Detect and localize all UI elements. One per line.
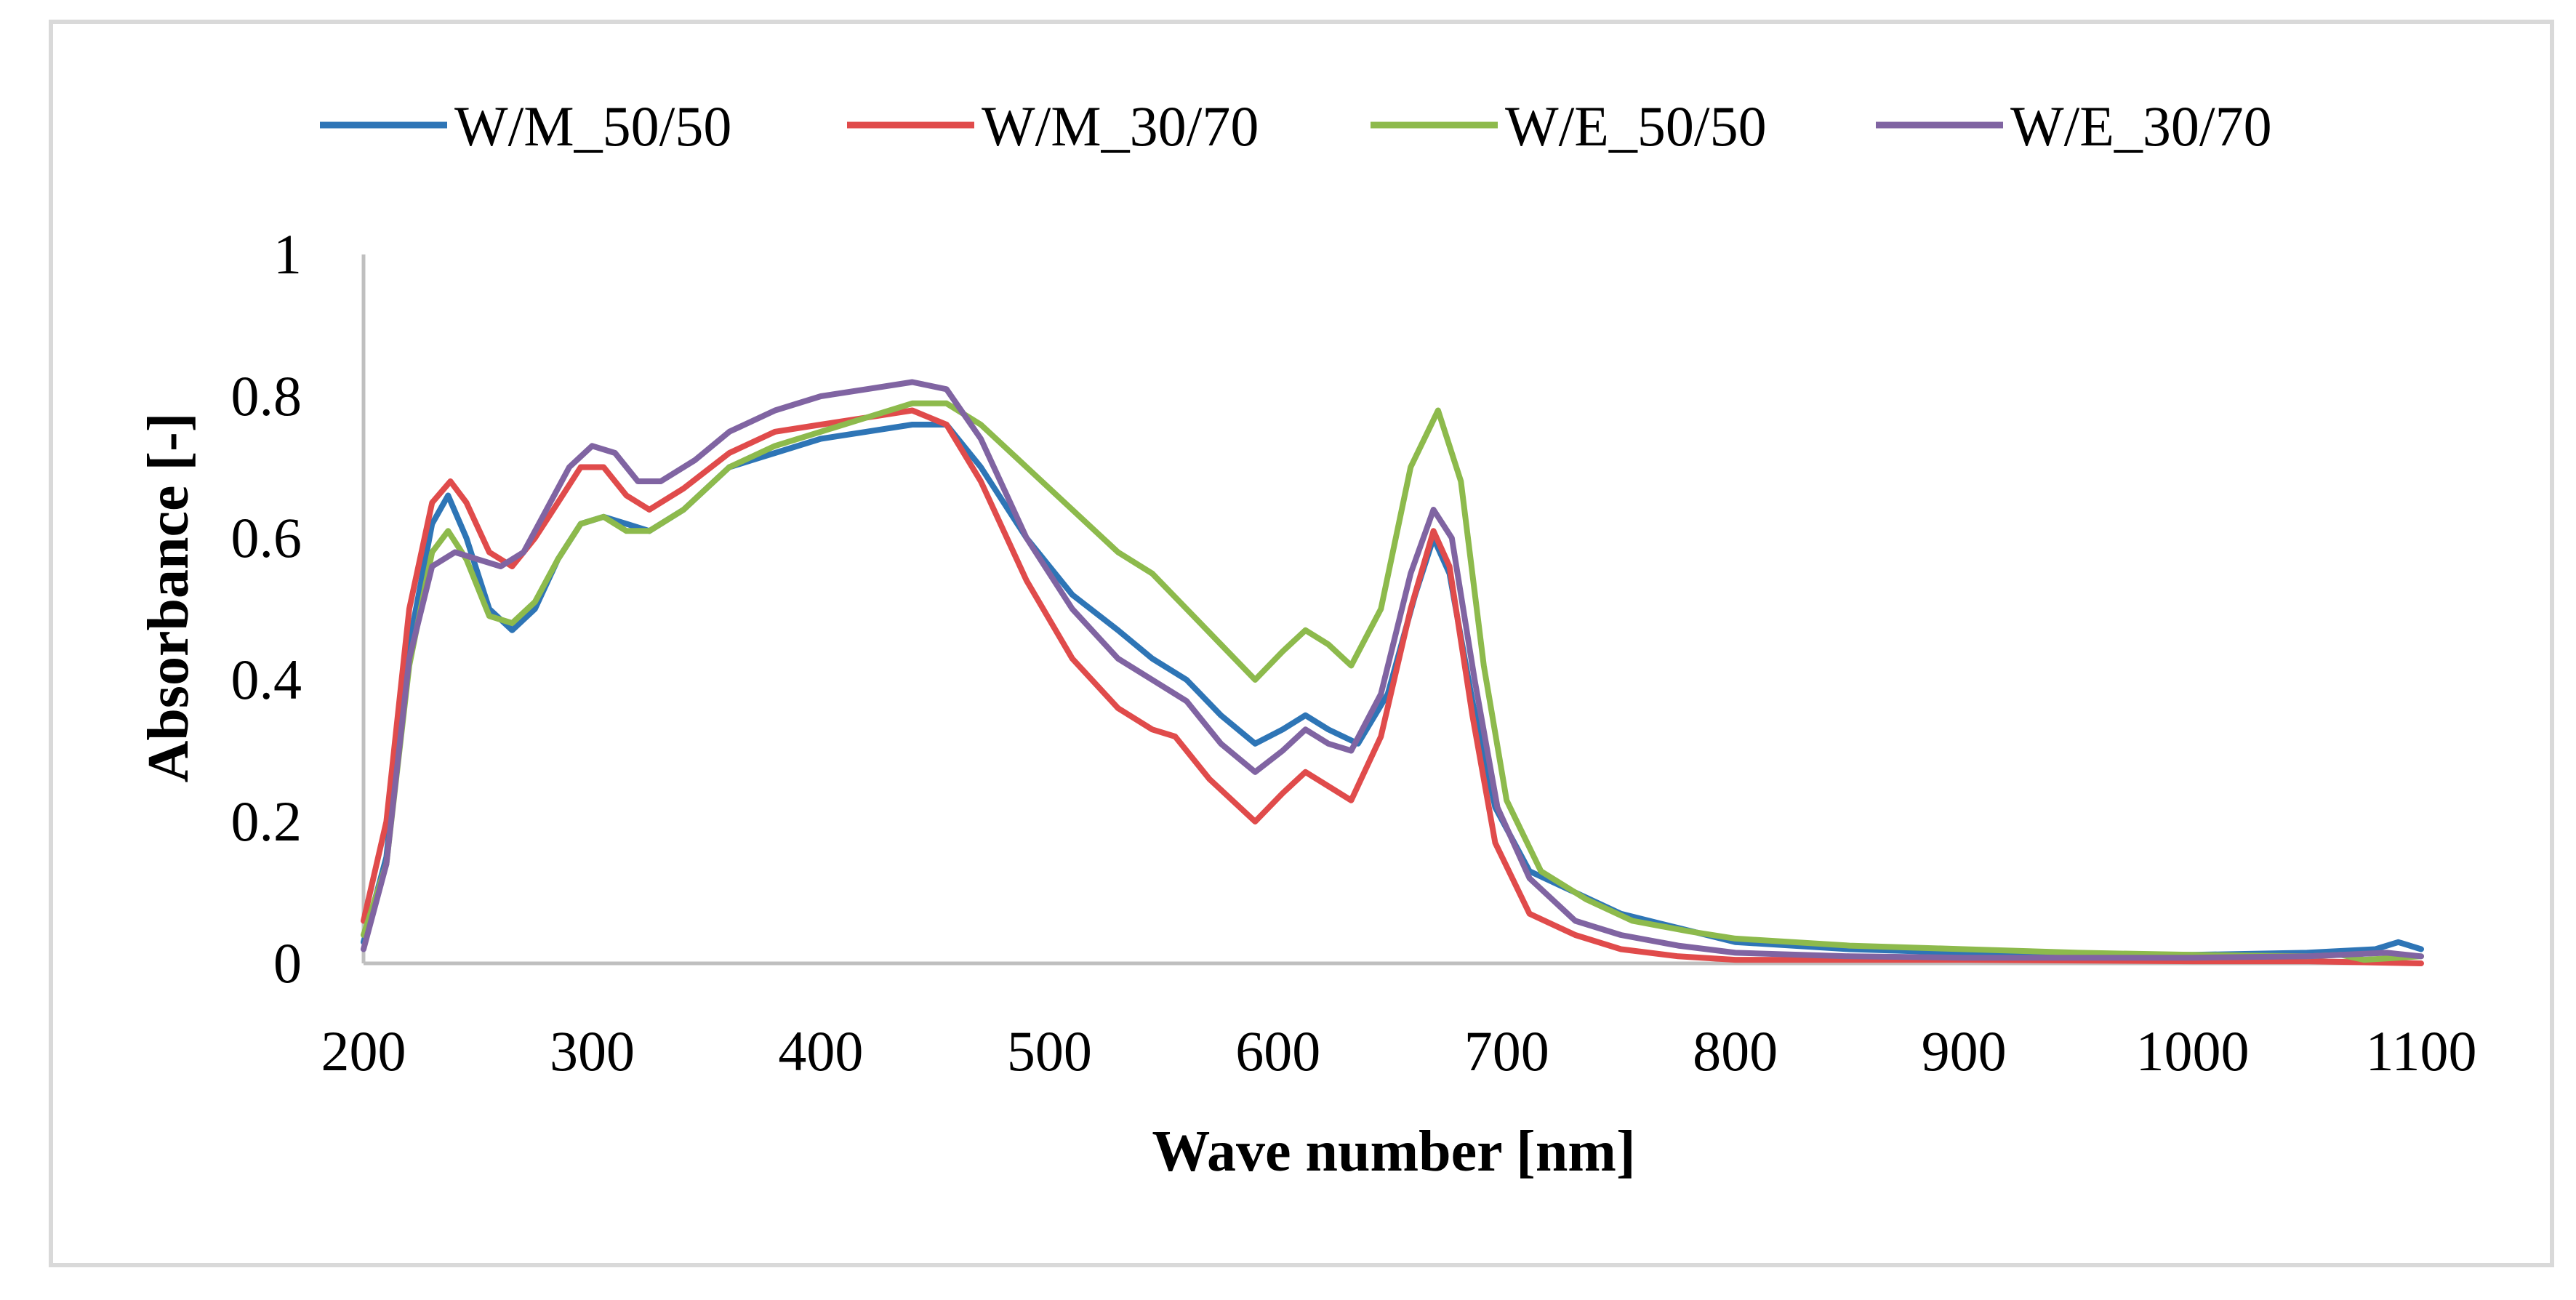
y-tick-label: 0.8 (231, 364, 302, 428)
series-line-w-e-30-70 (361, 379, 2424, 961)
legend-entry: W/E_30/70 (1876, 95, 2272, 158)
y-tick-label: 0 (273, 931, 302, 995)
x-tick-label: 500 (1007, 1019, 1092, 1083)
x-axis-title: Wave number [nm] (1152, 1120, 1635, 1184)
legend-entry: W/E_50/50 (1371, 95, 1767, 158)
x-tick-label: 600 (1235, 1019, 1320, 1083)
x-tick-labels: 200 300 400 500 600 700 800 900 1000 1100 (321, 1019, 2477, 1083)
legend: W/M_50/50 W/M_30/70 W/E_50/50 W/E_30/70 (320, 95, 2272, 158)
x-tick-label: 800 (1693, 1019, 1778, 1083)
legend-label-we-50-50: W/E_50/50 (1505, 95, 1767, 158)
chart-border (49, 20, 2554, 1267)
legend-label-we-30-70: W/E_30/70 (2010, 95, 2272, 158)
series-line-w-e-50-50 (361, 400, 2424, 963)
y-tick-labels: 0 0.2 0.4 0.6 0.8 1 (231, 222, 302, 995)
x-tick-label: 900 (1922, 1019, 2007, 1083)
x-tick-label: 700 (1464, 1019, 1549, 1083)
series-line-w-m-30-70 (361, 407, 2424, 966)
legend-label-wm-30-70: W/M_30/70 (982, 95, 1259, 158)
x-tick-label: 1000 (2136, 1019, 2250, 1083)
series-lines (361, 379, 2424, 966)
x-tick-label: 300 (550, 1019, 635, 1083)
legend-entry: W/M_30/70 (847, 95, 1259, 158)
y-tick-label: 1 (273, 222, 302, 286)
legend-entry: W/M_50/50 (320, 95, 731, 158)
x-tick-label: 1100 (2365, 1019, 2476, 1083)
legend-label-wm-50-50: W/M_50/50 (454, 95, 731, 158)
x-tick-label: 400 (778, 1019, 863, 1083)
y-tick-label: 0.2 (231, 790, 302, 853)
y-tick-label: 0.4 (231, 648, 302, 711)
y-tick-label: 0.6 (231, 506, 302, 569)
x-tick-label: 200 (321, 1019, 406, 1083)
y-axis-title: Absorbance [-] (137, 413, 201, 783)
